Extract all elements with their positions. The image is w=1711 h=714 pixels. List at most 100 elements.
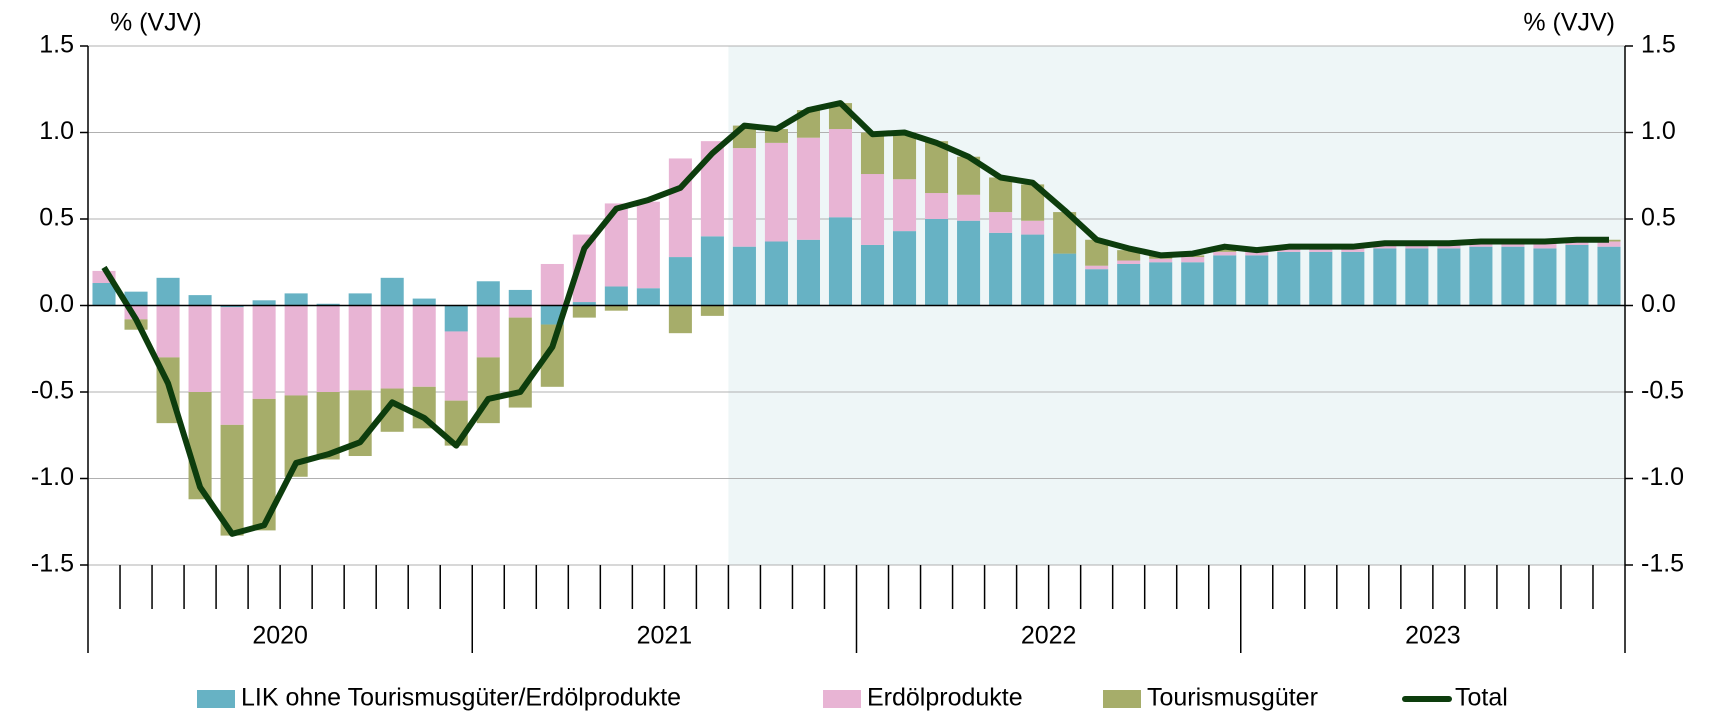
bar — [188, 305, 212, 392]
bar — [636, 201, 660, 289]
bar — [284, 395, 308, 477]
bar — [348, 293, 372, 306]
bar — [1437, 248, 1461, 306]
bar — [700, 236, 724, 306]
bar — [893, 231, 917, 306]
bar — [700, 141, 724, 237]
bar — [796, 110, 820, 138]
bar — [1341, 251, 1365, 306]
bar — [412, 305, 436, 387]
bar — [957, 220, 981, 306]
bar — [444, 305, 468, 332]
bar — [828, 217, 853, 306]
bar — [348, 305, 372, 391]
y2-tick-label: 1.5 — [1641, 31, 1676, 59]
bar — [925, 219, 949, 306]
y-tick-label: -1.0 — [31, 463, 74, 491]
bar — [380, 277, 404, 306]
bar — [380, 305, 404, 389]
x-group-label: 2020 — [252, 622, 308, 650]
bar — [508, 305, 532, 318]
bar — [1213, 255, 1237, 306]
line — [101, 100, 1609, 537]
bar — [284, 305, 308, 396]
bar — [668, 257, 692, 306]
bar — [1245, 251, 1269, 256]
bar — [1021, 220, 1045, 235]
bar — [860, 132, 885, 175]
bar — [124, 291, 148, 306]
bar — [764, 241, 788, 306]
bar — [732, 246, 756, 306]
bar — [1565, 244, 1589, 306]
bar — [796, 137, 820, 240]
bar — [572, 302, 596, 306]
bar — [1085, 265, 1109, 270]
y-tick-label: 1.5 — [39, 31, 74, 59]
bar — [1373, 248, 1397, 306]
bar — [1405, 244, 1429, 249]
bar — [444, 331, 468, 401]
bar — [220, 424, 244, 536]
bar — [700, 305, 724, 316]
bar — [1533, 243, 1557, 249]
y2-tick-label: -1.5 — [1641, 550, 1684, 578]
bar — [604, 203, 628, 287]
bar — [508, 289, 532, 306]
bar — [893, 132, 917, 180]
bar — [860, 174, 885, 245]
bar — [1117, 263, 1141, 306]
bar — [604, 286, 628, 306]
bar — [989, 232, 1013, 306]
bar — [957, 194, 981, 221]
bar — [316, 303, 340, 306]
bar — [1341, 248, 1365, 252]
legend-label: LIK ohne Tourismusgüter/Erdölprodukte — [241, 684, 681, 712]
bar — [1501, 246, 1525, 306]
bar — [316, 392, 340, 460]
bar — [1021, 184, 1045, 221]
bar — [1597, 246, 1621, 306]
bar — [732, 148, 756, 247]
x-group-label: 2021 — [637, 622, 693, 650]
legend-label: Total — [1455, 684, 1508, 712]
bar — [1149, 258, 1173, 263]
x-group-label: 2023 — [1405, 622, 1461, 650]
bar — [860, 244, 885, 306]
y2-tick-label: 1.0 — [1641, 117, 1676, 145]
bar — [220, 307, 244, 425]
bar — [1565, 241, 1589, 245]
bar — [156, 277, 180, 306]
bar — [957, 156, 981, 195]
bar — [1085, 239, 1109, 266]
bar — [1309, 251, 1333, 306]
bar — [412, 298, 436, 306]
bar — [252, 398, 276, 531]
bar — [252, 305, 276, 399]
bar — [540, 324, 564, 387]
bar — [764, 142, 788, 242]
bar — [989, 177, 1013, 213]
bar — [380, 388, 404, 432]
bar — [1053, 253, 1077, 306]
bar — [1053, 212, 1077, 254]
y2-axis-label: % (VJV) — [1523, 9, 1615, 37]
bar — [1277, 248, 1301, 252]
bar — [1117, 260, 1141, 264]
bar — [1469, 246, 1493, 306]
bar — [1085, 269, 1109, 306]
bar — [1181, 262, 1205, 306]
bar — [668, 305, 692, 334]
bar — [796, 239, 820, 306]
bar — [156, 305, 180, 358]
bar — [925, 141, 949, 194]
y-tick-label: -0.5 — [31, 377, 74, 405]
bar — [316, 305, 340, 392]
bar — [764, 129, 788, 143]
bar — [1149, 262, 1173, 306]
legend-label: Erdölprodukte — [867, 684, 1023, 712]
bar — [92, 283, 116, 306]
y2-tick-label: 0.5 — [1641, 204, 1676, 232]
bar — [1277, 251, 1301, 306]
bar — [828, 129, 853, 218]
